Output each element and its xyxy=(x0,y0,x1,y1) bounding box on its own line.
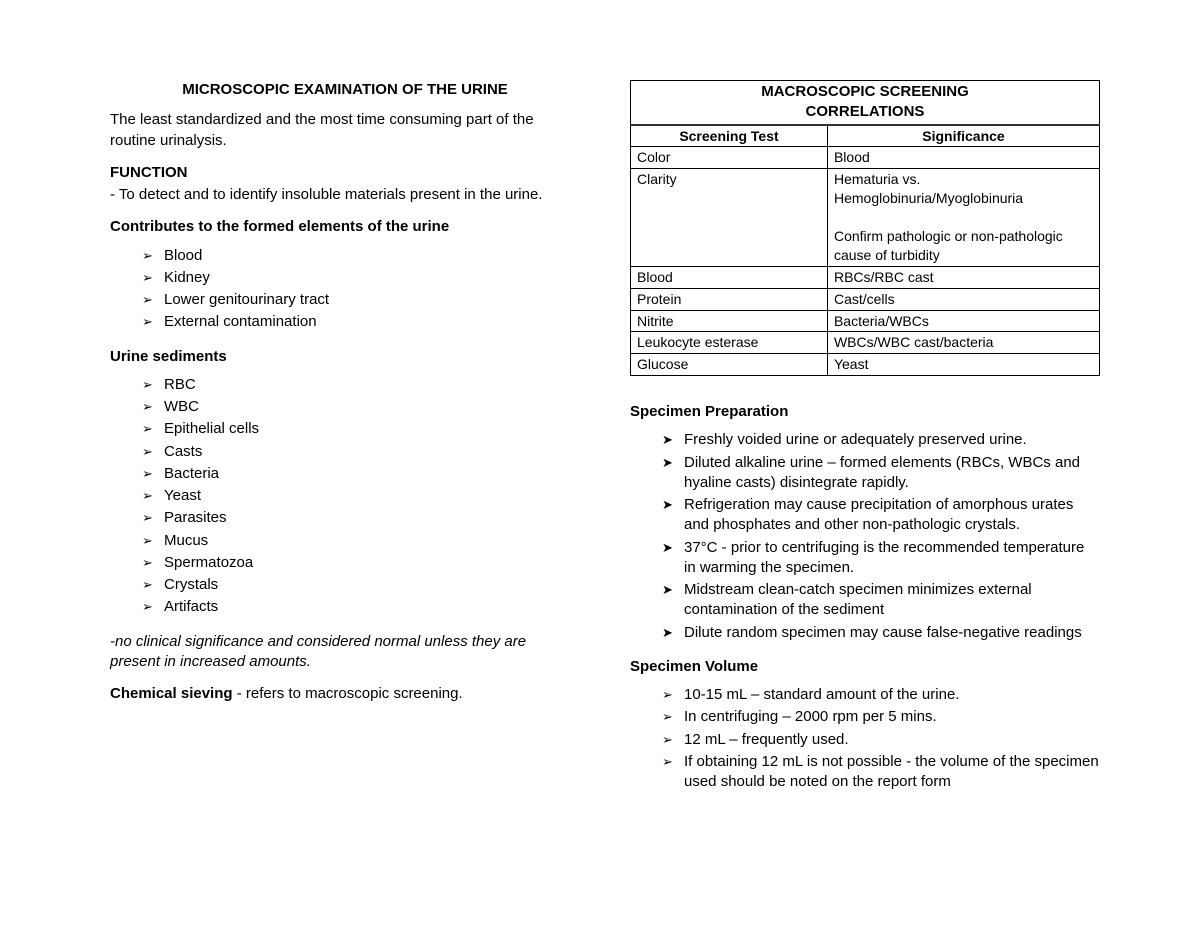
list-item: Dilute random specimen may cause false-n… xyxy=(662,623,1100,643)
list-item: Kidney xyxy=(142,268,580,288)
list-item: Blood xyxy=(142,246,580,266)
list-item: Casts xyxy=(142,442,580,462)
specimen-volume-list: 10-15 mL – standard amount of the urine.… xyxy=(630,685,1100,792)
cell-sig: WBCs/WBC cast/bacteria xyxy=(827,332,1099,354)
list-item: Refrigeration may cause precipitation of… xyxy=(662,495,1100,536)
cell-test: Glucose xyxy=(631,354,828,376)
cell-test: Clarity xyxy=(631,169,828,266)
table-title-line2: CORRELATIONS xyxy=(806,103,925,120)
sediments-list: RBC WBC Epithelial cells Casts Bacteria … xyxy=(110,375,580,618)
list-item: Epithelial cells xyxy=(142,419,580,439)
table-row: Clarity Hematuria vs. Hemoglobinuria/Myo… xyxy=(631,169,1100,266)
table-row: Blood RBCs/RBC cast xyxy=(631,266,1100,288)
list-item: If obtaining 12 mL is not possible - the… xyxy=(662,752,1100,793)
cell-sig: Bacteria/WBCs xyxy=(827,310,1099,332)
list-item: Artifacts xyxy=(142,597,580,617)
list-item: Spermatozoa xyxy=(142,553,580,573)
page-title: MICROSCOPIC EXAMINATION OF THE URINE xyxy=(110,80,580,100)
list-item: 10-15 mL – standard amount of the urine. xyxy=(662,685,1100,705)
function-heading: FUNCTION xyxy=(110,163,580,183)
cell-sig: Yeast xyxy=(827,354,1099,376)
list-item: 12 mL – frequently used. xyxy=(662,730,1100,750)
specimen-prep-heading: Specimen Preparation xyxy=(630,402,1100,422)
list-item: WBC xyxy=(142,397,580,417)
cell-sig: Cast/cells xyxy=(827,288,1099,310)
cell-sig: Hematuria vs. Hemoglobinuria/Myoglobinur… xyxy=(827,169,1099,266)
list-item: Lower genitourinary tract xyxy=(142,290,580,310)
specimen-prep-list: Freshly voided urine or adequately prese… xyxy=(630,430,1100,643)
left-column: MICROSCOPIC EXAMINATION OF THE URINE The… xyxy=(110,80,580,806)
two-column-layout: MICROSCOPIC EXAMINATION OF THE URINE The… xyxy=(110,80,1100,806)
chemical-sieving-line: Chemical sieving - refers to macroscopic… xyxy=(110,684,580,704)
cell-sig: Blood xyxy=(827,147,1099,169)
table-col1-head: Screening Test xyxy=(631,125,828,147)
cell-test: Nitrite xyxy=(631,310,828,332)
list-item: Diluted alkaline urine – formed elements… xyxy=(662,453,1100,494)
list-item: Crystals xyxy=(142,575,580,595)
table-title: MACROSCOPIC SCREENING CORRELATIONS xyxy=(631,81,1100,125)
cell-sig: RBCs/RBC cast xyxy=(827,266,1099,288)
table-row: Protein Cast/cells xyxy=(631,288,1100,310)
cell-test: Blood xyxy=(631,266,828,288)
list-item: Bacteria xyxy=(142,464,580,484)
list-item: Freshly voided urine or adequately prese… xyxy=(662,430,1100,450)
chemical-sieving-text: - refers to macroscopic screening. xyxy=(233,685,463,702)
contributes-heading: Contributes to the formed elements of th… xyxy=(110,217,580,237)
list-item: Yeast xyxy=(142,486,580,506)
right-column: MACROSCOPIC SCREENING CORRELATIONS Scree… xyxy=(630,80,1100,806)
table-col2-head: Significance xyxy=(827,125,1099,147)
list-item: Midstream clean-catch specimen minimizes… xyxy=(662,580,1100,621)
table-row: Nitrite Bacteria/WBCs xyxy=(631,310,1100,332)
list-item: Parasites xyxy=(142,508,580,528)
table-row: Color Blood xyxy=(631,147,1100,169)
cell-test: Protein xyxy=(631,288,828,310)
list-item: In centrifuging – 2000 rpm per 5 mins. xyxy=(662,707,1100,727)
intro-text: The least standardized and the most time… xyxy=(110,110,580,151)
sediments-heading: Urine sediments xyxy=(110,347,580,367)
specimen-volume-heading: Specimen Volume xyxy=(630,657,1100,677)
table-row: Leukocyte esterase WBCs/WBC cast/bacteri… xyxy=(631,332,1100,354)
cell-test: Leukocyte esterase xyxy=(631,332,828,354)
chemical-sieving-head: Chemical sieving xyxy=(110,685,233,702)
contributes-list: Blood Kidney Lower genitourinary tract E… xyxy=(110,246,580,333)
sediments-note: -no clinical significance and considered… xyxy=(110,632,580,673)
table-title-line1: MACROSCOPIC SCREENING xyxy=(761,83,969,100)
list-item: RBC xyxy=(142,375,580,395)
table-row: Glucose Yeast xyxy=(631,354,1100,376)
list-item: External contamination xyxy=(142,312,580,332)
cell-test: Color xyxy=(631,147,828,169)
screening-table: MACROSCOPIC SCREENING CORRELATIONS Scree… xyxy=(630,80,1100,376)
function-text: - To detect and to identify insoluble ma… xyxy=(110,185,580,205)
list-item: Mucus xyxy=(142,531,580,551)
list-item: 37°C - prior to centrifuging is the reco… xyxy=(662,538,1100,579)
